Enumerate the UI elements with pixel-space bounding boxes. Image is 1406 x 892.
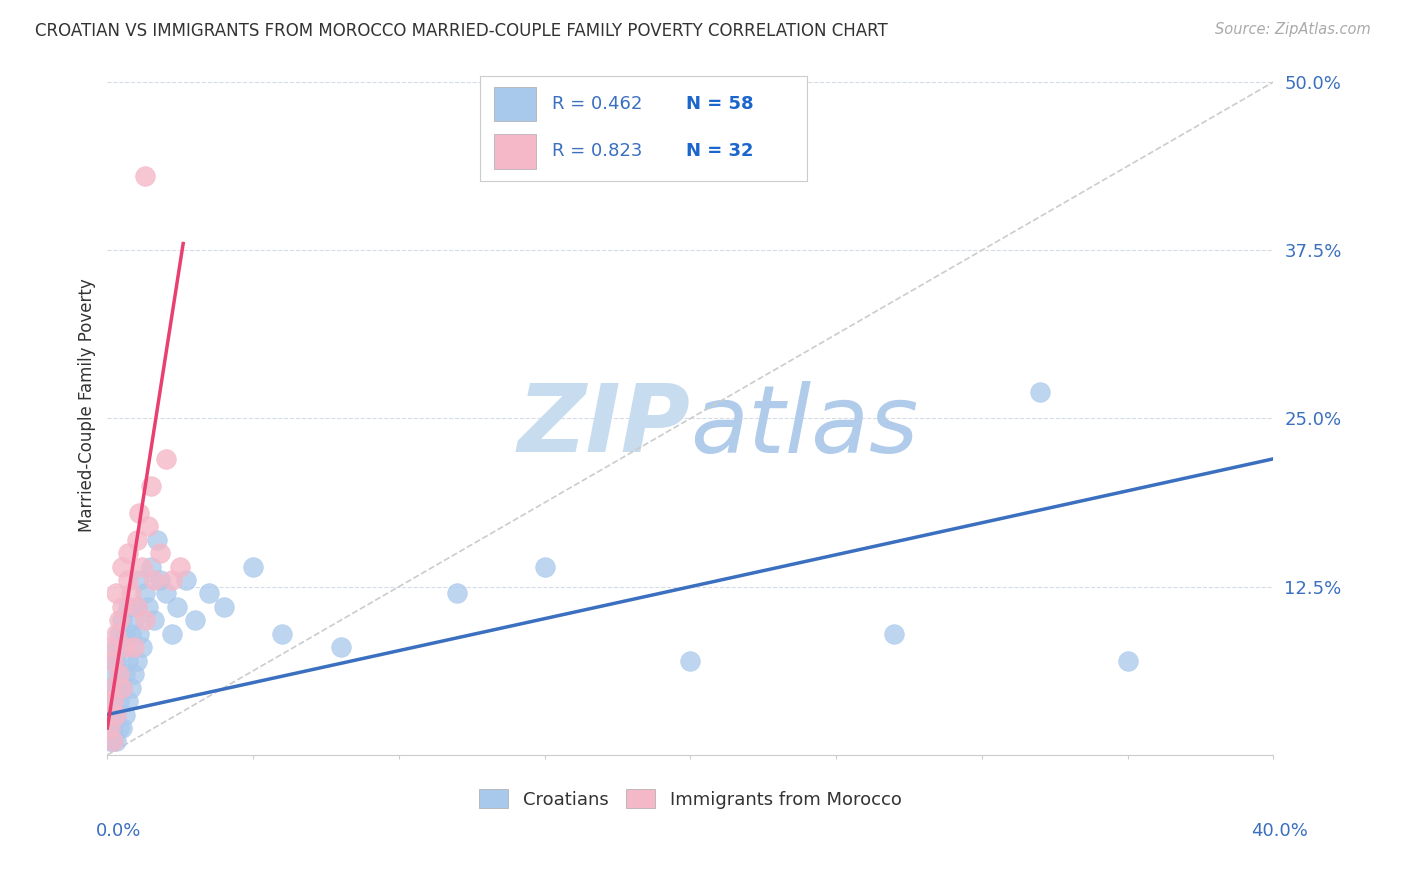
Point xyxy=(160,573,183,587)
Point xyxy=(108,627,131,641)
Point xyxy=(98,681,121,695)
Point xyxy=(125,599,148,614)
Point xyxy=(136,599,159,614)
Point xyxy=(160,627,183,641)
Legend: Croatians, Immigrants from Morocco: Croatians, Immigrants from Morocco xyxy=(472,782,908,816)
Point xyxy=(883,627,905,641)
Point xyxy=(114,707,136,722)
Point xyxy=(143,573,166,587)
Point xyxy=(114,640,136,655)
Point xyxy=(103,694,125,708)
Point xyxy=(1029,384,1052,399)
Point xyxy=(111,613,134,627)
Text: ZIP: ZIP xyxy=(517,380,690,472)
Text: 40.0%: 40.0% xyxy=(1251,822,1308,840)
Point xyxy=(184,613,207,627)
Point xyxy=(103,694,125,708)
Point xyxy=(1116,654,1139,668)
Point xyxy=(98,734,121,748)
Point xyxy=(329,640,352,655)
Point xyxy=(98,707,121,722)
Point xyxy=(105,707,128,722)
Point xyxy=(117,546,139,560)
Point xyxy=(143,613,166,627)
Point xyxy=(105,654,128,668)
Point xyxy=(125,599,148,614)
Point xyxy=(122,640,145,655)
Point xyxy=(134,169,156,184)
Point xyxy=(198,586,221,600)
Point xyxy=(98,681,121,695)
Point xyxy=(146,533,169,547)
Point xyxy=(98,640,121,655)
Point xyxy=(111,599,134,614)
Point xyxy=(111,559,134,574)
Point xyxy=(114,667,136,681)
Point xyxy=(212,599,235,614)
Point xyxy=(136,519,159,533)
Point xyxy=(108,613,131,627)
Point xyxy=(105,627,128,641)
Point xyxy=(149,546,172,560)
Text: Source: ZipAtlas.com: Source: ZipAtlas.com xyxy=(1215,22,1371,37)
Point xyxy=(108,721,131,735)
Point xyxy=(105,586,128,600)
Point xyxy=(105,734,128,748)
Point xyxy=(679,654,702,668)
Point xyxy=(533,559,555,574)
Point xyxy=(103,654,125,668)
Point xyxy=(120,681,142,695)
Point xyxy=(128,506,150,520)
Point xyxy=(105,640,128,655)
Point xyxy=(111,640,134,655)
Point xyxy=(103,721,125,735)
Point xyxy=(134,613,156,627)
Point xyxy=(131,640,153,655)
Point xyxy=(131,559,153,574)
Point xyxy=(111,681,134,695)
Point xyxy=(174,573,197,587)
Point xyxy=(108,667,131,681)
Point xyxy=(166,599,188,614)
Point xyxy=(446,586,468,600)
Point xyxy=(111,721,134,735)
Text: atlas: atlas xyxy=(690,381,918,472)
Text: CROATIAN VS IMMIGRANTS FROM MOROCCO MARRIED-COUPLE FAMILY POVERTY CORRELATION CH: CROATIAN VS IMMIGRANTS FROM MOROCCO MARR… xyxy=(35,22,889,40)
Point xyxy=(134,586,156,600)
Point xyxy=(122,667,145,681)
Point xyxy=(103,734,125,748)
Point xyxy=(125,533,148,547)
Point xyxy=(117,694,139,708)
Point xyxy=(111,681,134,695)
Point xyxy=(125,654,148,668)
Point xyxy=(155,451,177,466)
Point xyxy=(128,627,150,641)
Point xyxy=(139,479,162,493)
Point xyxy=(117,599,139,614)
Y-axis label: Married-Couple Family Poverty: Married-Couple Family Poverty xyxy=(79,278,96,532)
Point xyxy=(120,627,142,641)
Point xyxy=(117,573,139,587)
Point xyxy=(128,573,150,587)
Point xyxy=(108,667,131,681)
Point xyxy=(117,654,139,668)
Point xyxy=(98,721,121,735)
Point xyxy=(271,627,294,641)
Point xyxy=(114,627,136,641)
Point xyxy=(149,573,172,587)
Point xyxy=(105,681,128,695)
Point xyxy=(155,586,177,600)
Point xyxy=(103,654,125,668)
Point xyxy=(139,559,162,574)
Text: 0.0%: 0.0% xyxy=(96,822,141,840)
Point xyxy=(103,734,125,748)
Point xyxy=(242,559,264,574)
Point xyxy=(169,559,191,574)
Point xyxy=(108,694,131,708)
Point xyxy=(105,707,128,722)
Point xyxy=(120,586,142,600)
Point xyxy=(103,667,125,681)
Point xyxy=(122,613,145,627)
